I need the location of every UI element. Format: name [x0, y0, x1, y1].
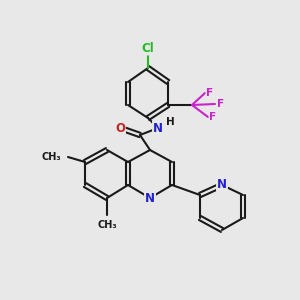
Text: N: N: [217, 178, 227, 191]
Text: N: N: [145, 191, 155, 205]
Text: O: O: [115, 122, 125, 134]
Text: H: H: [166, 117, 174, 127]
Text: CH₃: CH₃: [41, 152, 61, 162]
Text: Cl: Cl: [142, 41, 154, 55]
Text: F: F: [218, 99, 225, 109]
Text: F: F: [209, 112, 217, 122]
Text: N: N: [153, 122, 163, 134]
Text: CH₃: CH₃: [97, 220, 117, 230]
Text: F: F: [206, 88, 214, 98]
